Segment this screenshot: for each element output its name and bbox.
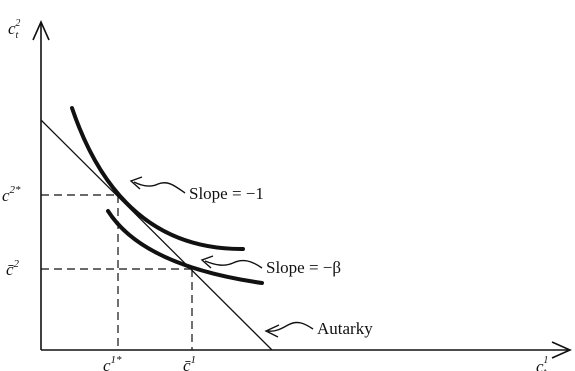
y-axis-label-base: c bbox=[8, 19, 16, 38]
label-c1-bar-sup: 1 bbox=[191, 354, 197, 366]
annotation-slope-beta: Slope = −β bbox=[266, 258, 341, 277]
pointer-slope-beta bbox=[204, 259, 263, 269]
label-c2-star-sup: 2* bbox=[10, 184, 22, 196]
x-axis-label-sup: 1 bbox=[543, 355, 548, 366]
axes bbox=[32, 20, 572, 359]
label-c2-star: c2* bbox=[2, 184, 21, 205]
label-c2-star-base: c bbox=[2, 186, 10, 205]
annotation-slope-1: Slope = −1 bbox=[189, 184, 264, 203]
label-c1-bar-base: c̄ bbox=[183, 356, 192, 371]
pointer-autarky-arrowhead bbox=[264, 324, 280, 338]
label-c1-star-base: c bbox=[103, 356, 111, 371]
label-c1-bar: c̄1 bbox=[183, 354, 196, 371]
y-axis-arrowhead bbox=[32, 20, 50, 41]
pointer-slope-1-arrowhead bbox=[129, 176, 143, 190]
x-axis-label-base: c bbox=[536, 357, 544, 371]
pointer-slope-beta-arrowhead bbox=[200, 255, 214, 269]
y-axis-label-sub: t bbox=[16, 30, 19, 41]
label-c2-bar-sup: 2 bbox=[14, 258, 20, 270]
x-axis-label: ct1 bbox=[536, 355, 548, 371]
indifference-curve-upper bbox=[70, 106, 245, 252]
y-axis-label-sup: 2 bbox=[15, 18, 20, 29]
pointer-autarky bbox=[267, 321, 314, 332]
annotation-autarky: Autarky bbox=[317, 319, 373, 338]
x-axis-arrowhead bbox=[551, 341, 572, 359]
label-c1-star: c1* bbox=[103, 354, 122, 371]
x-axis-label-sub: t bbox=[544, 367, 547, 371]
budget-line bbox=[40, 119, 273, 351]
label-c2-bar-base: c̄ bbox=[6, 260, 15, 279]
guide-lines bbox=[41, 194, 193, 350]
pointer-slope-1 bbox=[133, 181, 186, 194]
label-c2-bar: c̄2 bbox=[6, 258, 20, 279]
label-c1-star-sup: 1* bbox=[111, 354, 123, 366]
y-axis-label: ct2 bbox=[8, 18, 20, 41]
